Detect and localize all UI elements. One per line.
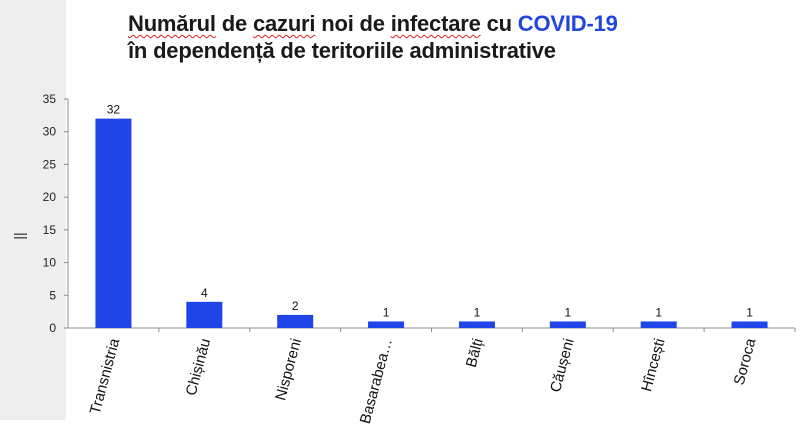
- left-margin-strip: [0, 0, 66, 420]
- data-label: 32: [107, 103, 121, 117]
- y-tick-label: 15: [43, 223, 57, 237]
- y-tick-label: 30: [43, 125, 57, 139]
- category-label: Soroca: [731, 336, 760, 387]
- bar: [95, 118, 132, 328]
- data-label: 1: [655, 305, 662, 319]
- title-text: de: [215, 11, 253, 36]
- category-label: Bălți: [463, 337, 487, 370]
- y-axis-label: ||: [11, 232, 27, 239]
- bar: [277, 314, 314, 328]
- data-label: 4: [201, 286, 208, 300]
- data-label: 1: [474, 305, 481, 319]
- title-text: cu: [480, 11, 518, 36]
- category-label: Nisporeni: [272, 337, 305, 403]
- chart-title: Numărul de cazuri noi de infectare cu CO…: [128, 10, 618, 64]
- data-label: 1: [383, 305, 390, 319]
- category-label: Căușeni: [547, 337, 578, 395]
- title-accent-covid: COVID-19: [517, 11, 618, 36]
- y-tick-label: 35: [43, 92, 57, 106]
- bar: [640, 321, 677, 328]
- title-word-cazuri: cazuri: [252, 11, 316, 36]
- title-text: noi de: [315, 11, 391, 36]
- title-word-infectare: infectare: [390, 11, 481, 36]
- bar: [368, 321, 405, 328]
- title-line-1: Numărul de cazuri noi de infectare cu CO…: [128, 10, 618, 37]
- y-tick-label: 0: [49, 321, 56, 335]
- y-tick-label: 10: [43, 256, 57, 270]
- title-word-numarul: Numărul: [128, 11, 216, 36]
- title-line-2: în dependență de teritoriile administrat…: [128, 38, 556, 63]
- data-label: 1: [564, 305, 571, 319]
- bar: [458, 321, 495, 328]
- data-label: 1: [746, 305, 753, 319]
- y-tick-label: 5: [49, 288, 56, 302]
- bar: [731, 321, 768, 328]
- category-label: Hîncești: [638, 337, 668, 394]
- bar: [549, 321, 586, 328]
- y-tick-label: 25: [43, 157, 57, 171]
- category-label: Chișinău: [183, 337, 215, 398]
- category-label: Transnistria: [87, 336, 124, 416]
- category-label: Basarabea…: [357, 337, 396, 426]
- bar: [186, 301, 223, 328]
- data-label: 2: [292, 299, 299, 313]
- bottom-left-box: [0, 420, 66, 447]
- y-tick-label: 20: [43, 190, 57, 204]
